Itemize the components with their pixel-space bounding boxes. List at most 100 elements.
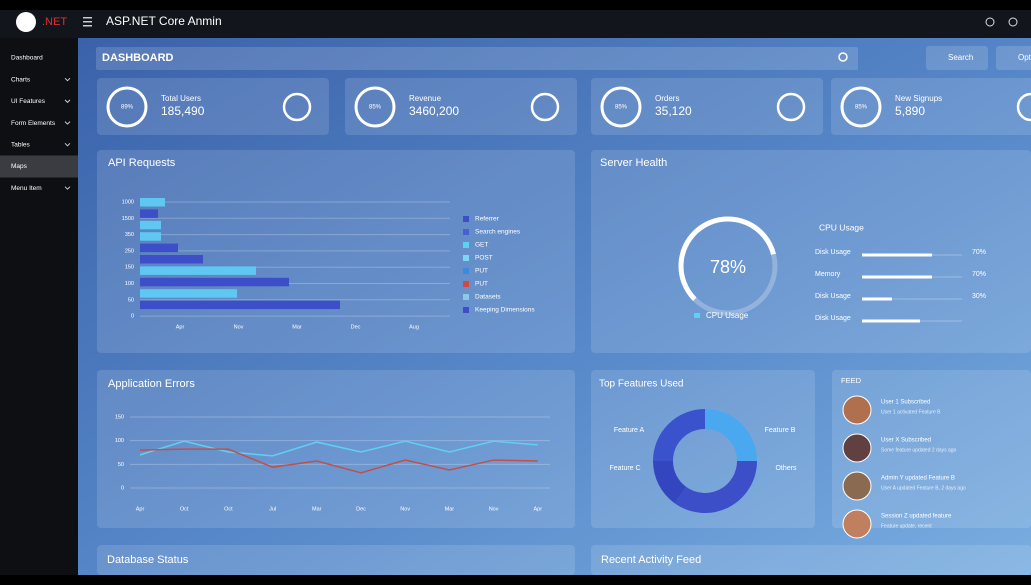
sidebar-active [0,155,78,178]
legend-swatch [463,229,469,235]
metric-label: Memory [815,271,841,278]
x-tick-label: Nov [400,506,410,512]
feed-text: Feature update, recent [881,523,932,529]
bar [140,243,178,253]
page-title: DASHBOARD [102,52,174,64]
x-label: Aug [409,324,419,330]
legend-swatch [463,281,469,287]
bar [140,198,165,207]
gauge-arc [678,216,776,301]
avatar [842,395,872,425]
metric-bar [862,275,932,279]
avatar [842,471,872,501]
logo: .NET [42,16,67,28]
legend-label: PUT [475,281,488,288]
notification-icon[interactable] [985,17,995,27]
header-button[interactable] [926,46,988,70]
stat-badge: 89% [121,105,134,111]
bar [140,209,158,218]
stat-value: 3460,200 [409,104,459,118]
stat-label: Revenue [409,94,442,103]
bar [140,232,161,241]
stat-label: Total Users [161,94,201,103]
y-label: 1500 [122,216,134,222]
feed-text: User A updated Feature B, 2 days ago [881,485,966,491]
metric-label: Disk Usage [815,315,851,322]
menu-button[interactable] [83,17,92,27]
y-label: 100 [125,281,134,287]
feed-title: User X Subscribed [881,438,931,444]
stat-badge: 85% [855,105,868,111]
stat-badge: 85% [369,105,382,111]
card-title: Database Status [107,554,189,566]
button-label[interactable]: Search [948,53,973,62]
button-label[interactable]: Options [1018,53,1031,62]
bar [140,300,340,310]
legend-swatch [463,307,469,313]
sidebar-item[interactable]: Tables [11,142,31,149]
error-line [139,440,538,457]
app-title: ASP.NET Core Anmin [106,14,222,28]
legend-swatch [463,268,469,274]
search-icon[interactable] [838,52,848,62]
stat-value: 5,890 [895,104,925,118]
x-tick-label: Oct [180,506,189,512]
y-tick-label: 50 [118,462,124,468]
sidebar-item[interactable]: Maps [11,163,28,170]
feed-title: User 1 Subscribed [881,400,930,406]
y-label: 50 [128,297,134,303]
stat-icon [776,92,806,122]
x-label: Mar [292,324,302,330]
stat-ring [354,86,396,128]
legend-swatch [463,242,469,248]
sidebar-item[interactable]: Dashboard [11,55,43,62]
legend-label: POST [475,255,493,262]
y-label: 1000 [122,199,134,205]
error-line [139,448,538,474]
header-button[interactable] [996,46,1031,70]
donut-segment [674,460,757,513]
legend-swatch [463,255,469,261]
chevron [64,142,71,147]
metric-label: Disk Usage [815,249,851,256]
bar [140,255,203,264]
card [97,370,575,528]
card-title: Server Health [600,157,667,169]
donut-label: Others [775,465,797,472]
donut-segment [704,409,757,462]
card [591,78,823,135]
metric-label: Disk Usage [815,293,851,300]
message-icon[interactable] [1008,17,1018,27]
y-tick-label: 100 [115,438,124,444]
stat-ring [106,86,148,128]
stat-label: Orders [655,94,679,103]
sidebar-item[interactable]: Menu Item [11,185,42,192]
y-label: 350 [125,232,134,238]
x-tick-label: Mar [445,506,455,512]
card-title: Recent Activity Feed [601,554,701,566]
chevron [64,77,71,82]
legend-label: Referrer [475,216,500,223]
donut-segment [653,460,687,504]
legend-swatch [463,294,469,300]
bottom-edge [0,575,1031,585]
sidebar-item[interactable]: UI Features [11,98,46,105]
donut-label: Feature B [765,427,796,434]
card-title: FEED [841,376,862,385]
y-label: 250 [125,248,134,254]
donut-label: Feature C [609,465,640,472]
x-tick-label: Oct [224,506,233,512]
x-tick-label: Jul [269,506,276,512]
sidebar-item[interactable]: Charts [11,76,31,83]
y-tick-label: 0 [121,485,124,491]
stat-icon [1016,92,1031,122]
legend-swatch [463,216,469,222]
legend-label: PUT [475,268,488,275]
card [591,150,1031,353]
sidebar-item[interactable]: Form Elements [11,120,56,127]
legend-label: Keeping Dimensions [475,307,535,314]
gauge-swatch [694,313,700,318]
x-label: Apr [176,324,185,330]
metric-value: 70% [972,249,986,256]
